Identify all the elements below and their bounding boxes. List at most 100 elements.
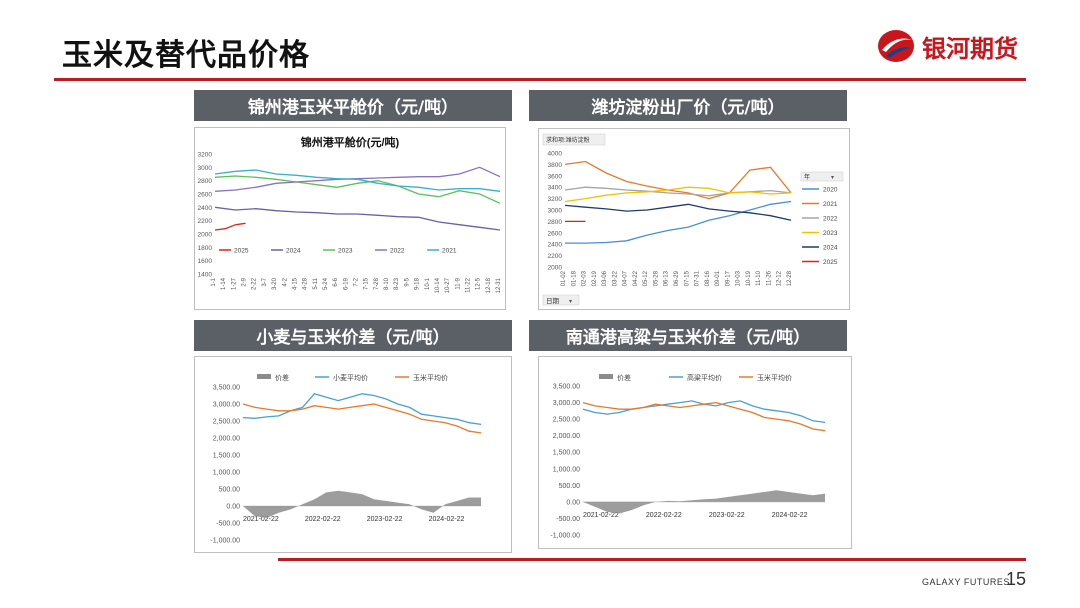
panel-header-sorghum-corn: 南通港高粱与玉米价差（元/吨） xyxy=(529,320,847,351)
x-tick-label: 04-07 xyxy=(623,270,629,286)
legend-label: 2022 xyxy=(823,216,838,223)
y-tick-label: 500.00 xyxy=(559,483,581,490)
x-tick-label: 02-19 xyxy=(592,270,598,286)
chart-jinzhou-corn-price: 锦州港平舱价(元/吨) 1400 1600 1800 2000 2200 2400 2600 2… xyxy=(194,127,506,310)
filter-dropdown-icon: ▾ xyxy=(569,299,572,305)
legend-label: 小麦平均价 xyxy=(333,373,368,382)
x-tick-label: 06-13 xyxy=(664,270,670,286)
legend-label: 高粱平均价 xyxy=(687,373,722,382)
y-tick-label: 2400 xyxy=(548,242,563,249)
legend-label: 2021 xyxy=(442,248,457,255)
series-line-2025 xyxy=(214,222,246,231)
x-field-label: 日期 xyxy=(546,297,560,305)
y-tick-label: 3000 xyxy=(198,165,213,172)
x-tick-label: 2023-02-22 xyxy=(367,516,403,523)
company-logo: 银河期货 xyxy=(876,28,1018,64)
series-line-2024 xyxy=(214,206,501,231)
y-tick-label: 2600 xyxy=(198,192,213,199)
series-line-2024 xyxy=(564,203,792,221)
series-line-小麦平均价 xyxy=(242,393,482,426)
y-tick-label: 2000 xyxy=(198,232,213,239)
x-tick-label: 2022-02-22 xyxy=(305,516,341,523)
y-tick-label: 0.00 xyxy=(226,504,240,511)
y-tick-label: 2400 xyxy=(198,205,213,212)
title-divider xyxy=(54,78,1026,81)
x-tick-label: 08-16 xyxy=(705,270,711,286)
legend-label: 2023 xyxy=(823,230,838,237)
chart-weifang-starch-price: 求和项:潍坊淀粉 2000 2200 2400 2600 2800 3000 3200 3400… xyxy=(538,128,850,310)
y-tick-label: 1400 xyxy=(198,272,213,279)
legend-swatch xyxy=(599,374,613,379)
x-tick-label: 2023-02-22 xyxy=(709,512,745,519)
y-tick-label: 3200 xyxy=(548,196,563,203)
y-tick-label: 3600 xyxy=(548,173,563,180)
x-tick-label: 2021-02-22 xyxy=(243,516,279,523)
x-tick-label: 3-7 xyxy=(262,277,268,286)
y-tick-label: 2200 xyxy=(198,218,213,225)
x-tick-label: 3-20 xyxy=(272,277,278,290)
y-tick-label: 1,000.00 xyxy=(213,470,240,477)
x-tick-label: 8-10 xyxy=(384,277,390,290)
y-tick-label: 2,500.00 xyxy=(553,417,580,424)
series-area-价差 xyxy=(583,490,825,514)
y-tick-label: 3000 xyxy=(548,208,563,215)
x-tick-label: 12-5 xyxy=(476,277,482,290)
legend-field-button xyxy=(800,171,844,182)
y-tick-label: 1,500.00 xyxy=(213,453,240,460)
x-tick-label: 06-29 xyxy=(674,270,680,286)
legend-label: 2021 xyxy=(823,201,838,208)
x-tick-label: 02-03 xyxy=(582,270,588,286)
y-tick-label: 1,500.00 xyxy=(553,450,580,457)
x-tick-label: 7-28 xyxy=(374,277,380,290)
panel-header-weifang: 潍坊淀粉出厂价（元/吨） xyxy=(529,90,847,121)
y-tick-label: 2800 xyxy=(198,178,213,185)
x-tick-label: 9-18 xyxy=(415,277,421,290)
legend-label: 2024 xyxy=(286,248,301,255)
x-tick-label: 2024-02-22 xyxy=(429,516,465,523)
panel-header-jinzhou: 锦州港玉米平舱价（元/吨） xyxy=(194,90,512,121)
x-tick-label: 9-5 xyxy=(404,277,410,286)
x-tick-label: 04-22 xyxy=(633,270,639,286)
x-tick-label: 7-2 xyxy=(354,277,360,286)
y-tick-label: 2,000.00 xyxy=(213,436,240,443)
y-tick-label: -500.00 xyxy=(216,521,240,528)
legend-swatch xyxy=(257,374,271,379)
legend-label: 2023 xyxy=(338,248,353,255)
x-tick-label: 10-19 xyxy=(746,270,752,286)
x-tick-label: 10-1 xyxy=(425,277,431,290)
y-tick-label: 2800 xyxy=(548,219,563,226)
series-line-2021 xyxy=(564,160,792,200)
chart-wheat-corn-spread: -1,000.00 -500.00 0.00 500.00 1,000.00 1,500.… xyxy=(194,356,512,553)
series-line-玉米平均价 xyxy=(582,401,826,432)
x-tick-label: 01-18 xyxy=(571,270,577,286)
y-tick-label: 0.00 xyxy=(566,499,580,506)
y-tick-label: 3200 xyxy=(198,152,213,159)
x-tick-label: 01-02 xyxy=(561,270,567,286)
x-tick-label: 6-19 xyxy=(343,277,349,290)
series-area-价差 xyxy=(243,490,481,518)
y-tick-label: 1800 xyxy=(198,245,213,252)
legend-label: 价差 xyxy=(275,373,289,382)
legend-label: 玉米平均价 xyxy=(413,373,448,382)
y-tick-label: 2000 xyxy=(548,265,563,272)
x-tick-label: 12-12 xyxy=(777,270,783,286)
legend-label: 2022 xyxy=(390,248,405,255)
chart-sorghum-corn-spread: -1,000.00 -500.00 0.00 500.00 1,000.00 1,500.… xyxy=(538,356,852,549)
legend-label: 2025 xyxy=(234,248,249,255)
x-tick-label: 5-11 xyxy=(313,277,319,289)
x-tick-label: 03-22 xyxy=(612,270,618,286)
logo-text: 银河期货 xyxy=(922,34,1018,63)
x-tick-label: 07-15 xyxy=(684,270,690,286)
x-tick-label: 11-22 xyxy=(465,277,471,293)
filter-field-button xyxy=(542,133,606,146)
page-title: 玉米及替代品价格 xyxy=(62,38,310,73)
footer-divider xyxy=(278,558,1026,561)
x-tick-label: 11-9 xyxy=(455,277,461,289)
y-tick-label: 3800 xyxy=(548,162,563,169)
x-tick-label: 05-12 xyxy=(643,270,649,286)
legend-label: 价差 xyxy=(617,373,631,382)
x-tick-label: 5-24 xyxy=(323,277,329,290)
x-tick-label: 12-31 xyxy=(496,277,502,293)
y-tick-label: 1600 xyxy=(198,258,213,265)
x-tick-label: 09-01 xyxy=(715,270,721,286)
